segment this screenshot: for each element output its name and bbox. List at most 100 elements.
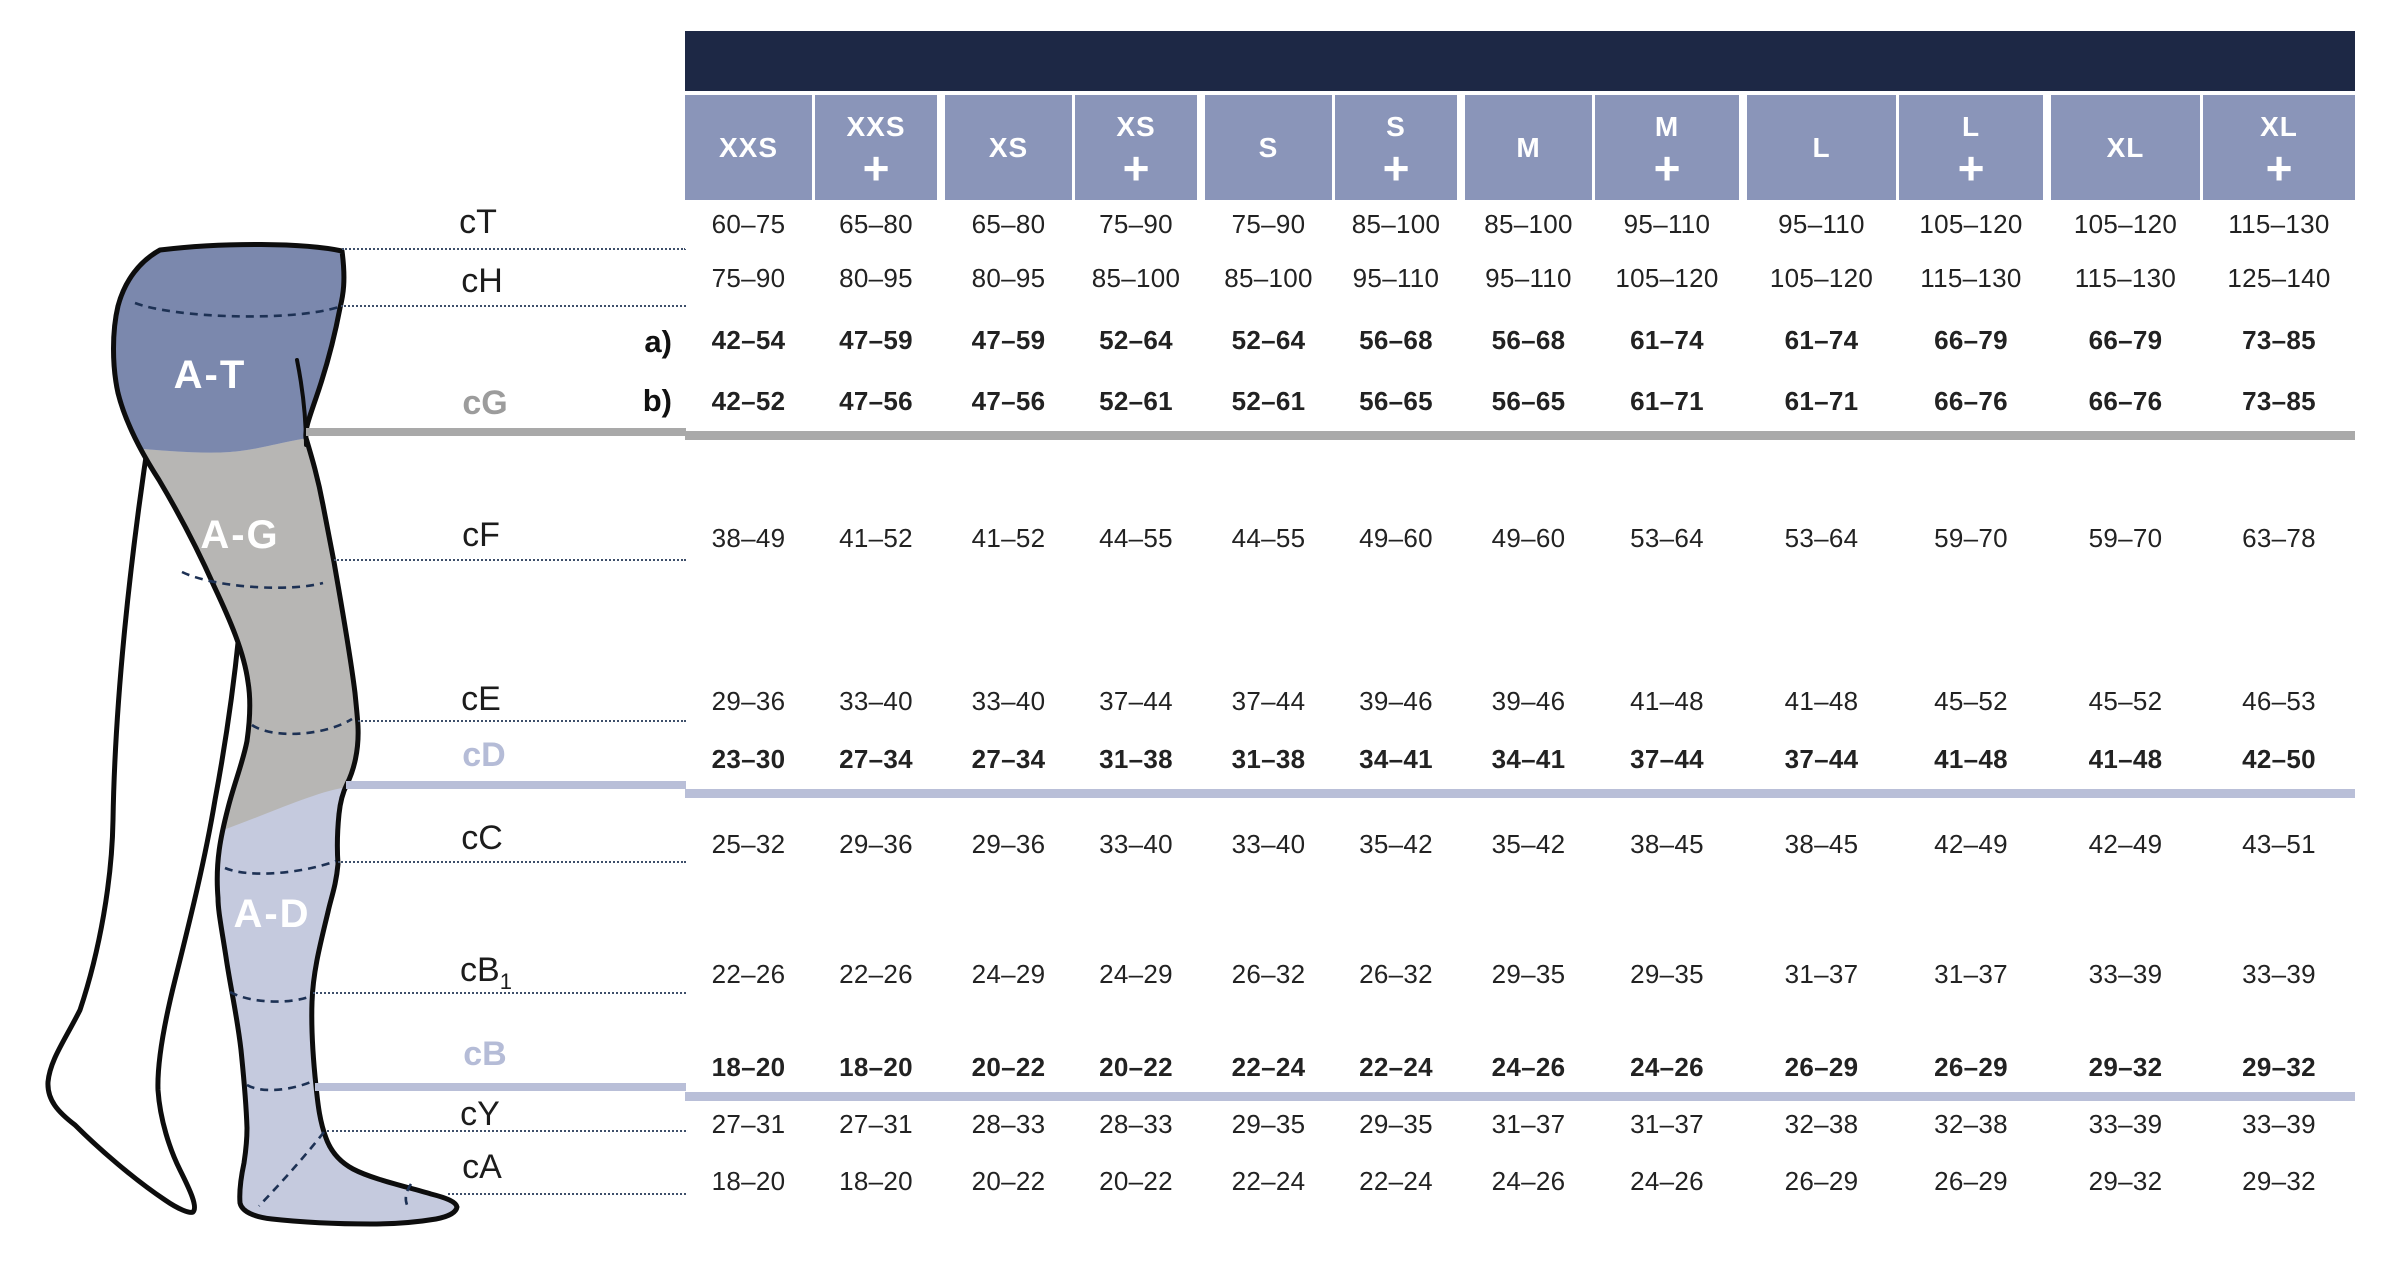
plus-icon: + — [1382, 141, 1410, 194]
cell-cg-a-xl-plus: 73–85 — [2203, 311, 2355, 372]
zone-label-ad: A-D — [233, 892, 311, 936]
cell-cd-xs-plus: 31–38 — [1075, 729, 1205, 789]
cell-cf-l: 53–64 — [1747, 440, 1899, 566]
cell-ch-s-plus: 95–110 — [1335, 249, 1465, 311]
dash-arc-ca — [404, 1183, 413, 1210]
plus-icon: + — [1122, 141, 1150, 194]
plus-icon: + — [862, 141, 890, 194]
cb-table-divider — [685, 1092, 2355, 1101]
cell-cc-l: 38–45 — [1747, 798, 1899, 872]
cell-cc-xxs: 25–32 — [685, 798, 815, 872]
cell-ct-l: 95–110 — [1747, 203, 1899, 249]
size-table: XXS XXS + XS XS + S S + M M + L L + XL XL + 60–75 65–80 65–… — [685, 31, 2355, 1212]
leg-illustration — [45, 242, 460, 1227]
cell-cc-m: 35–42 — [1465, 798, 1595, 872]
size-label: XS — [1116, 110, 1156, 142]
dash-arc-ch — [134, 301, 340, 318]
cell-cy-m-plus: 31–37 — [1595, 1101, 1747, 1150]
cell-cc-xs: 29–36 — [945, 798, 1075, 872]
cell-ch-xxs: 75–90 — [685, 249, 815, 311]
dash-arc-cb1 — [229, 990, 312, 1003]
leader-line-ct — [342, 248, 686, 250]
measure-label-ce: cE — [461, 680, 501, 718]
cell-cb-s-plus: 22–24 — [1335, 1002, 1465, 1092]
cell-cf-m: 49–60 — [1465, 440, 1595, 566]
cell-ca-xxs-plus: 18–20 — [815, 1150, 945, 1212]
cell-ct-xs: 65–80 — [945, 203, 1075, 249]
plus-icon: + — [1653, 141, 1681, 194]
cell-ce-xxs-plus: 33–40 — [815, 566, 945, 729]
cell-cb1-s-plus: 26–32 — [1335, 872, 1465, 1002]
cell-ce-s: 37–44 — [1205, 566, 1335, 729]
cell-cy-l: 32–38 — [1747, 1101, 1899, 1150]
size-column-header-xs: XS — [945, 95, 1075, 203]
cell-ce-s-plus: 39–46 — [1335, 566, 1465, 729]
size-column-header-m: M — [1465, 95, 1595, 203]
cell-cy-xxs-plus: 27–31 — [815, 1101, 945, 1150]
size-label: L — [1812, 131, 1831, 163]
table-row-ch: 75–90 80–95 80–95 85–100 85–100 95–110 95–110 1… — [685, 249, 2355, 311]
cell-cg-a-s: 52–64 — [1205, 311, 1335, 372]
cell-cb-m: 24–26 — [1465, 1002, 1595, 1092]
cell-ca-m: 24–26 — [1465, 1150, 1595, 1212]
size-column-header-s-plus: S + — [1335, 95, 1465, 203]
table-row-ce: 29–36 33–40 33–40 37–44 37–44 39–46 39–46 41–48… — [685, 566, 2355, 729]
size-label: S — [1386, 110, 1406, 142]
cell-cy-s: 29–35 — [1205, 1101, 1335, 1150]
cell-cb-l: 26–29 — [1747, 1002, 1899, 1092]
cell-ct-s: 75–90 — [1205, 203, 1335, 249]
zone-fill-at — [113, 244, 420, 453]
cb-level-line — [315, 1083, 686, 1091]
cell-cb1-xxs: 22–26 — [685, 872, 815, 1002]
zone-label-at: A-T — [173, 353, 247, 397]
leader-line-ch — [341, 305, 686, 307]
cell-cd-xl: 41–48 — [2051, 729, 2203, 789]
cell-ch-xl: 115–130 — [2051, 249, 2203, 311]
cell-ch-m-plus: 105–120 — [1595, 249, 1747, 311]
cell-cf-l-plus: 59–70 — [1899, 440, 2051, 566]
cell-cy-xs-plus: 28–33 — [1075, 1101, 1205, 1150]
cell-ca-xl-plus: 29–32 — [2242, 1165, 2316, 1196]
table-row-ct: 60–75 65–80 65–80 75–90 75–90 85–100 85–100 95–… — [685, 203, 2355, 249]
size-label: M — [1654, 110, 1680, 142]
plus-icon: + — [2265, 141, 2293, 194]
measure-label-ct: cT — [459, 203, 497, 241]
table-band-hip: 60–75 65–80 65–80 75–90 75–90 85–100 85–100 95–… — [685, 203, 2355, 431]
dash-arc-ce — [251, 717, 353, 736]
size-label: XXS — [718, 131, 779, 163]
cell-cb1-xs-plus: 24–29 — [1075, 872, 1205, 1002]
cell-cg-a-xl: 66–79 — [2051, 311, 2203, 372]
cell-ca-xxs: 18–20 — [685, 1150, 815, 1212]
cell-cb-xl: 29–32 — [2051, 1002, 2203, 1092]
cell-cg-b-xl-plus: 73–85 — [2242, 386, 2316, 416]
cell-cb1-m: 29–35 — [1465, 872, 1595, 1002]
cell-cy-m: 31–37 — [1465, 1101, 1595, 1150]
dash-arc-cb — [246, 1078, 316, 1092]
size-label: XL — [2260, 110, 2298, 142]
measure-label-cb: cB — [463, 1035, 507, 1073]
cell-ct-l-plus: 105–120 — [1899, 203, 2051, 249]
cell-cb-m-plus: 24–26 — [1595, 1002, 1747, 1092]
cell-ct-s-plus: 85–100 — [1335, 203, 1465, 249]
dash-arc-cc — [224, 859, 337, 875]
cell-ct-m: 85–100 — [1465, 203, 1595, 249]
cell-ca-xl: 29–32 — [2051, 1150, 2203, 1212]
table-row-cb: 18–20 18–20 20–22 20–22 22–24 22–24 24–26 24–26… — [685, 1002, 2355, 1092]
cell-cg-b-s: 52–61 — [1205, 372, 1335, 431]
cell-ce-m-plus: 41–48 — [1595, 566, 1747, 729]
size-label: L — [1961, 110, 1981, 142]
cell-ca-xs-plus: 20–22 — [1075, 1150, 1205, 1212]
cell-cc-s: 33–40 — [1205, 798, 1335, 872]
size-column-header-xs-plus: XS + — [1075, 95, 1205, 203]
size-header-row: XXS XXS + XS XS + S S + M M + L L + XL XL + — [685, 95, 2355, 203]
size-column-header-xl-plus: XL + — [2203, 95, 2355, 203]
cell-cb-xxs-plus: 18–20 — [815, 1002, 945, 1092]
cell-cg-b-l: 61–71 — [1747, 372, 1899, 431]
size-column-header-m-plus: M + — [1595, 95, 1747, 203]
size-column-header-l-plus: L + — [1899, 95, 2051, 203]
cell-cf-xxs-plus: 41–52 — [815, 440, 945, 566]
front-leg-outline — [111, 242, 460, 1227]
leader-line-cb1 — [313, 992, 686, 994]
cell-ct-xxs: 60–75 — [685, 203, 815, 249]
cell-cg-b-xs-plus: 52–61 — [1075, 372, 1205, 431]
